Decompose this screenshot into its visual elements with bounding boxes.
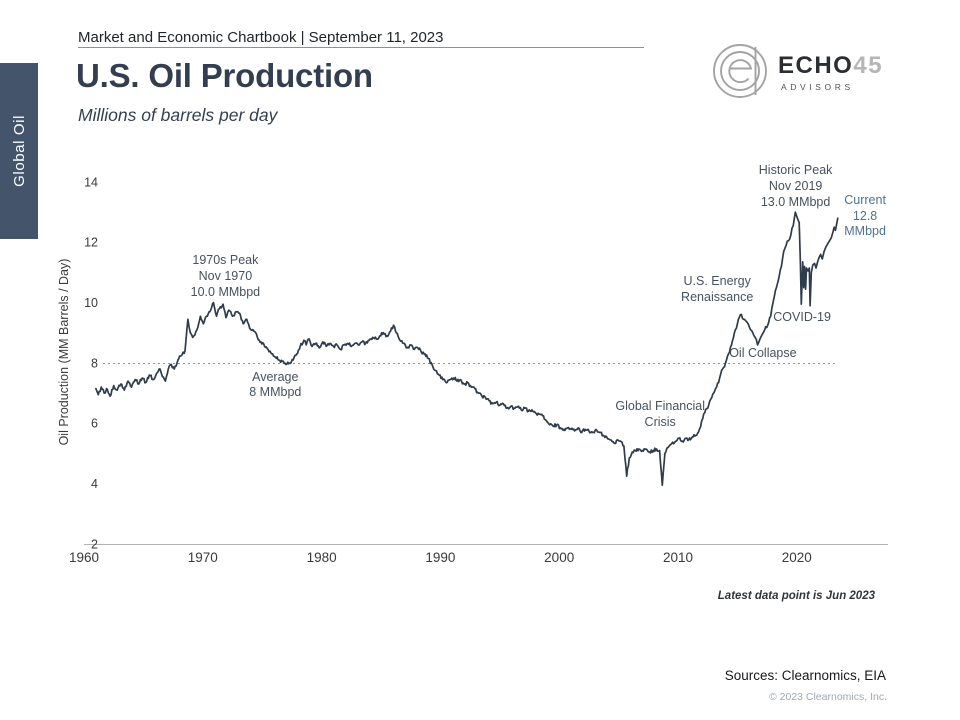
y-tick-label: 4 (91, 477, 98, 491)
sidebar-tab-global-oil[interactable]: Global Oil (0, 63, 38, 239)
annotation-global-financial-crisis: Global Financial Crisis (615, 399, 706, 430)
page-title: U.S. Oil Production (76, 57, 373, 94)
header-divider (78, 47, 644, 48)
page-subtitle: Millions of barrels per day (78, 105, 278, 125)
y-tick-label: 8 (91, 356, 98, 370)
x-tick-label: 2020 (782, 550, 812, 565)
annotation-us-energy-renaissance: U.S. Energy Renaissance (681, 274, 754, 304)
logo-wordmark: ECHO45 (778, 52, 883, 80)
annotation-1970s-peak: 1970s Peak Nov 1970 10.0 MMbpd (190, 253, 261, 299)
x-axis-tick-labels: 1960 1970 1980 1990 2000 2010 2020 (69, 550, 812, 565)
x-tick-label: 1960 (69, 550, 99, 565)
logo-number: 45 (853, 52, 884, 79)
logo-tagline: ADVISORS (781, 82, 854, 92)
echo45-logo: ECHO45 ADVISORS (712, 40, 927, 102)
y-axis-title: Oil Production (MM Barrels / Day) (57, 258, 71, 446)
logo-name: ECHO (778, 52, 854, 79)
x-tick-label: 1980 (307, 550, 337, 565)
x-tick-label: 2010 (663, 550, 693, 565)
chartbook-header: Market and Economic Chartbook | Septembe… (78, 29, 444, 46)
y-tick-label: 14 (84, 175, 98, 189)
x-tick-label: 2000 (544, 550, 574, 565)
y-axis-tick-labels: 2 4 6 8 10 12 14 (84, 175, 98, 551)
annotation-oil-collapse: Oil Collapse (729, 345, 797, 360)
annotation-covid-19: COVID-19 (773, 309, 831, 324)
annotation-average: Average 8 MMbpd (249, 369, 302, 400)
annotation-current: Current 12.8 MMbpd (844, 192, 886, 239)
production-line (95, 211, 839, 487)
annotation-historic-peak: Historic Peak Nov 2019 13.0 MMbpd (758, 163, 833, 210)
sources-text: Sources: Clearnomics, EIA (724, 668, 886, 683)
y-tick-label: 2 (91, 537, 98, 551)
copyright-text: © 2023 Clearnomics, Inc. (768, 691, 887, 703)
latest-data-footnote: Latest data point is Jun 2023 (717, 590, 875, 602)
x-tick-label: 1970 (188, 550, 218, 565)
y-tick-label: 6 (91, 417, 98, 431)
x-tick-label: 1990 (425, 550, 455, 565)
echo45-logo-mark-icon (713, 44, 767, 98)
y-tick-label: 10 (84, 296, 98, 310)
y-tick-label: 12 (84, 236, 98, 250)
